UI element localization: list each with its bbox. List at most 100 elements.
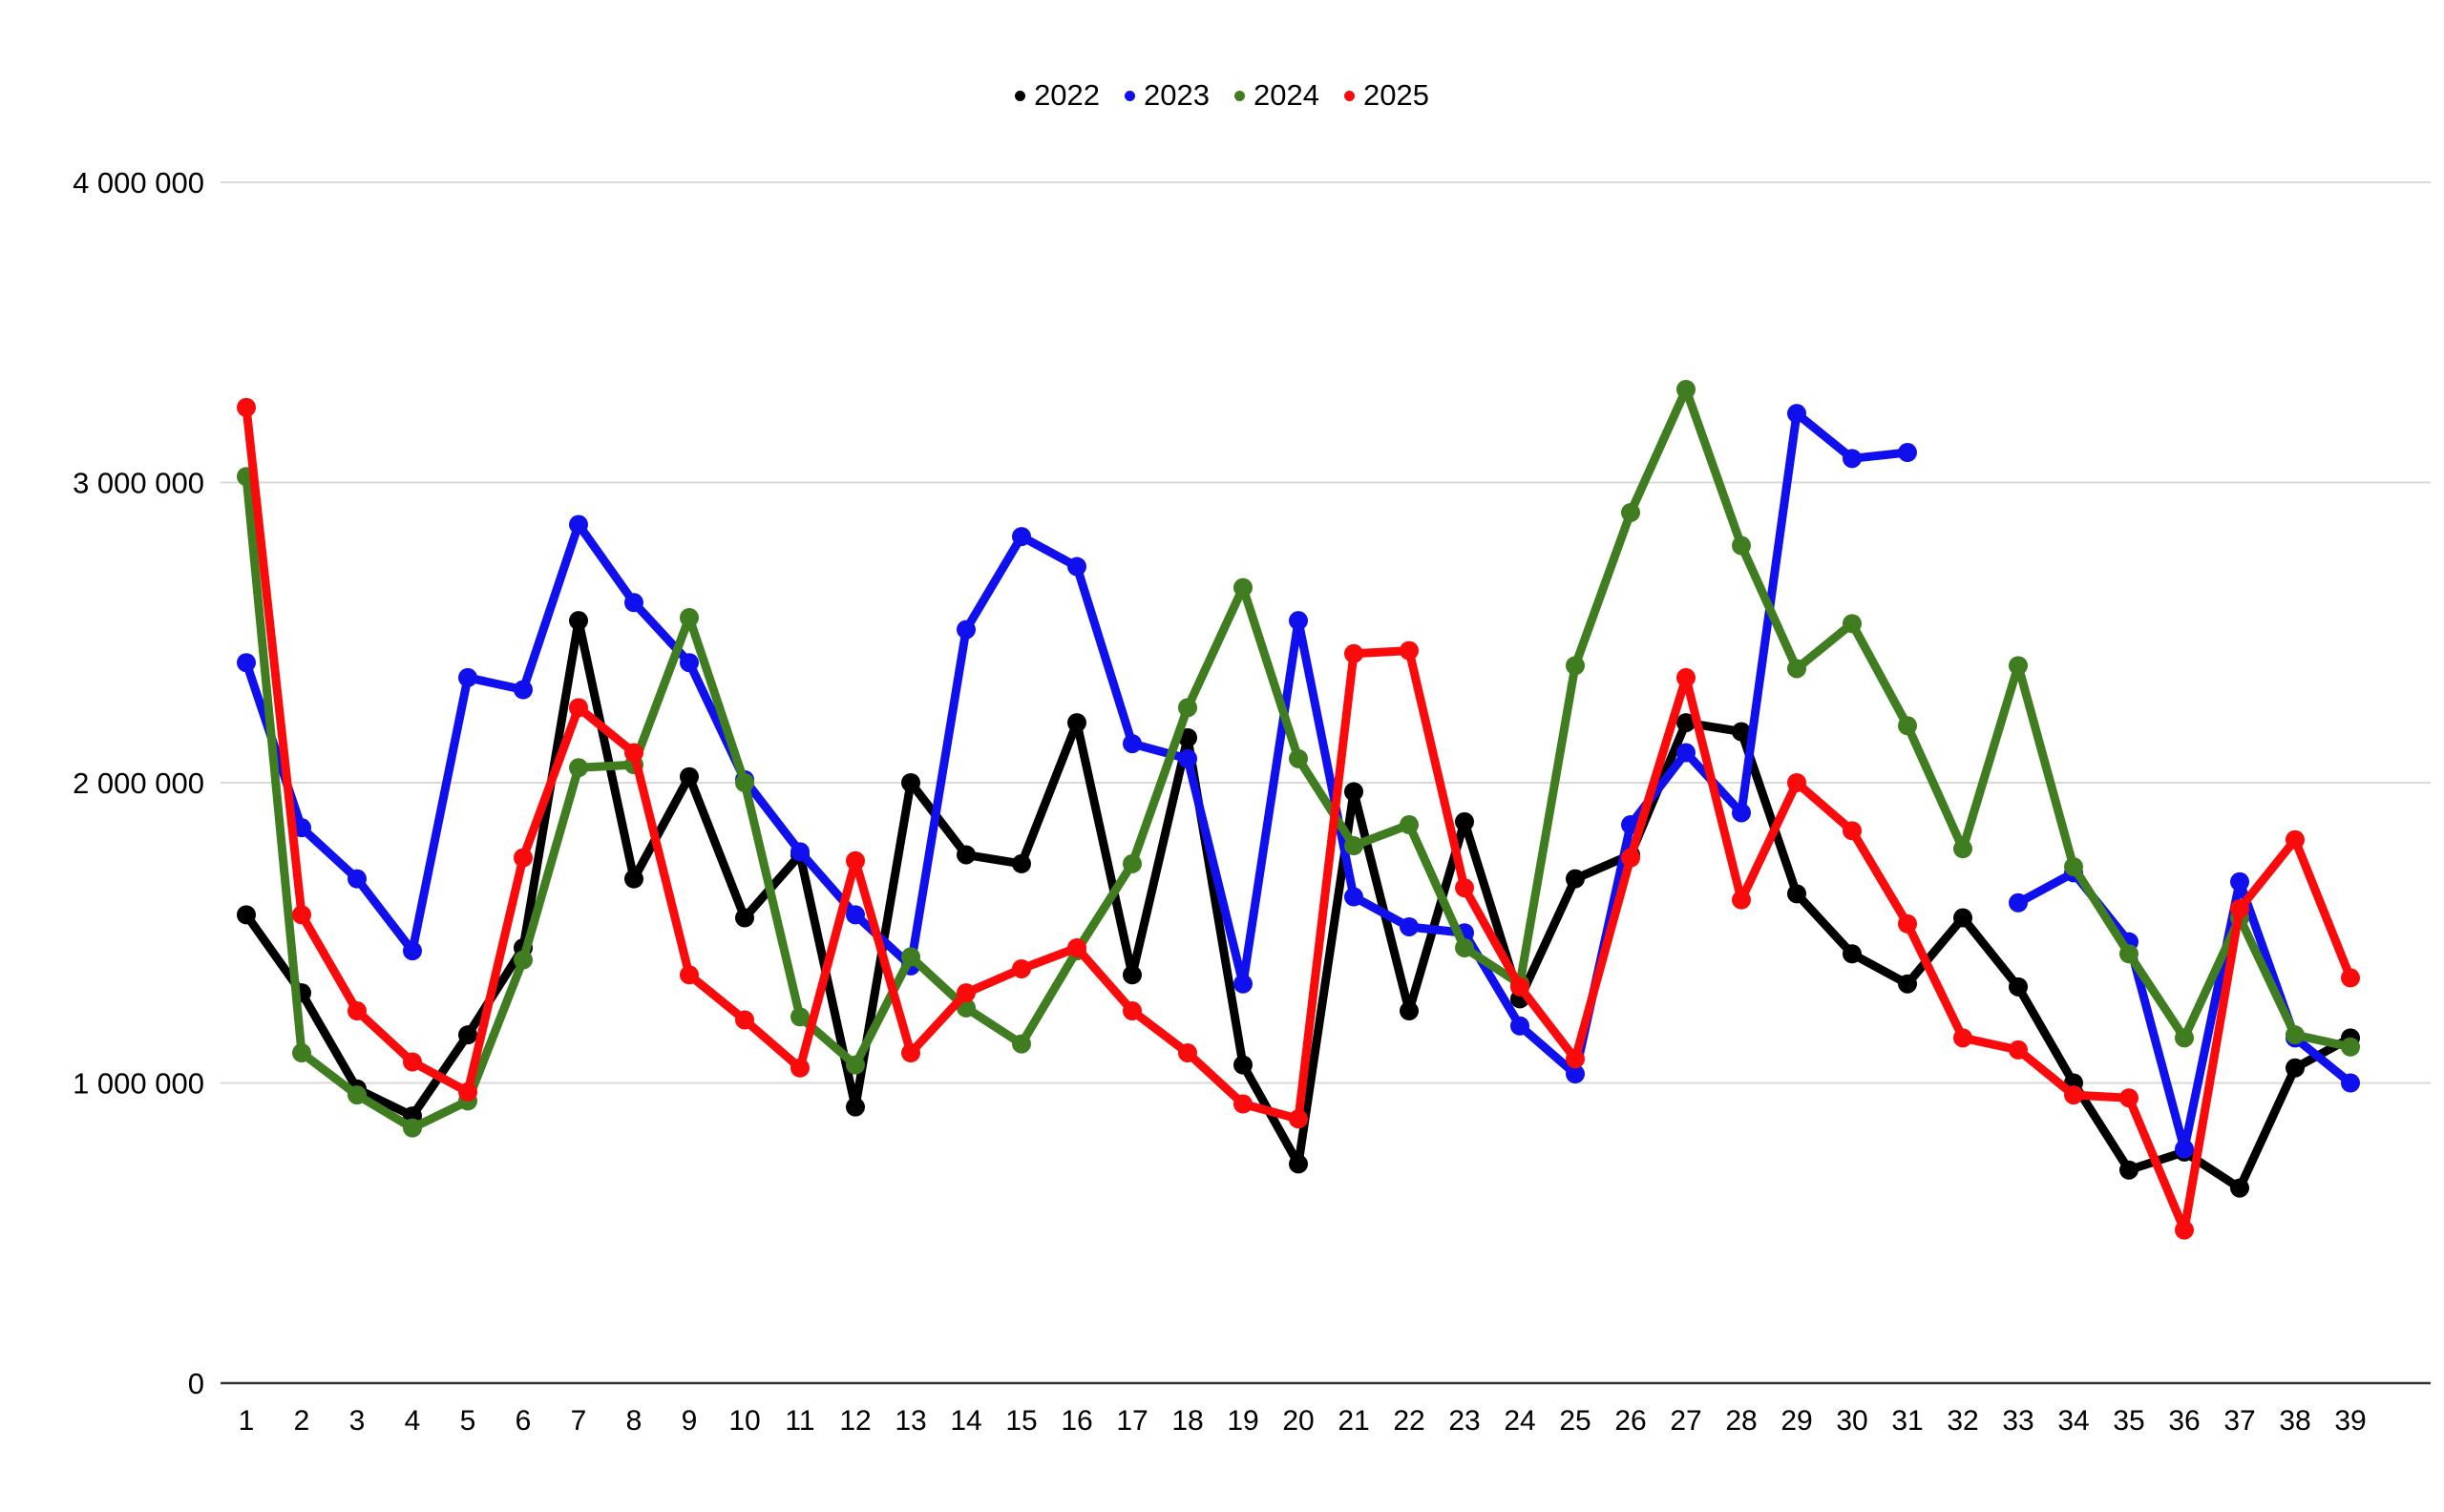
series-2025-point-week-27[interactable] bbox=[1676, 667, 1696, 687]
series-2024-point-week-39[interactable] bbox=[2341, 1037, 2360, 1057]
series-2022-point-week-32[interactable] bbox=[1953, 908, 1972, 928]
series-2025-point-week-32[interactable] bbox=[1953, 1028, 1972, 1048]
series-2025-point-week-18[interactable] bbox=[1178, 1043, 1197, 1063]
series-2022-point-week-12[interactable] bbox=[846, 1097, 865, 1117]
series-2023-point-week-6[interactable] bbox=[514, 680, 533, 700]
series-2024-point-week-35[interactable] bbox=[2119, 944, 2138, 964]
series-2024-point-week-20[interactable] bbox=[1289, 748, 1308, 768]
series-2023-point-week-27[interactable] bbox=[1676, 743, 1696, 763]
series-2022-point-week-33[interactable] bbox=[2009, 976, 2028, 997]
series-2024-point-week-21[interactable] bbox=[1344, 836, 1363, 856]
series-2025-point-week-36[interactable] bbox=[2175, 1220, 2194, 1240]
series-2024-point-week-18[interactable] bbox=[1178, 698, 1197, 718]
series-2022-point-week-30[interactable] bbox=[1843, 944, 1862, 964]
series-2023-point-week-33[interactable] bbox=[2009, 892, 2028, 913]
series-2025-point-week-38[interactable] bbox=[2286, 830, 2305, 850]
series-2024-point-week-26[interactable] bbox=[1621, 502, 1640, 522]
series-2023-point-week-8[interactable] bbox=[624, 593, 643, 613]
series-2023-point-week-5[interactable] bbox=[458, 667, 477, 687]
series-2024-point-week-15[interactable] bbox=[1012, 1034, 1031, 1054]
series-2022-point-week-19[interactable] bbox=[1233, 1055, 1253, 1075]
series-2022-point-week-5[interactable] bbox=[458, 1025, 477, 1045]
series-2025-point-week-15[interactable] bbox=[1012, 958, 1031, 978]
series-2025-point-week-20[interactable] bbox=[1289, 1109, 1308, 1129]
series-2025-point-week-30[interactable] bbox=[1843, 821, 1862, 841]
series-2025-point-week-39[interactable] bbox=[2341, 968, 2360, 988]
series-2023-point-week-14[interactable] bbox=[957, 620, 976, 640]
series-2024-point-week-11[interactable] bbox=[790, 1007, 810, 1027]
series-2022-point-week-8[interactable] bbox=[624, 869, 643, 889]
series-2023-point-week-15[interactable] bbox=[1012, 527, 1031, 547]
series-2023-point-week-28[interactable] bbox=[1732, 803, 1751, 823]
series-2022-point-week-9[interactable] bbox=[680, 766, 699, 787]
series-2024-point-week-36[interactable] bbox=[2175, 1028, 2194, 1048]
series-2025-point-week-9[interactable] bbox=[680, 965, 699, 985]
series-2022-point-week-16[interactable] bbox=[1067, 713, 1086, 733]
legend-item-2025[interactable]: 2025 bbox=[1343, 78, 1429, 113]
series-2025-point-week-7[interactable] bbox=[569, 698, 588, 718]
series-2024-point-week-32[interactable] bbox=[1953, 839, 1972, 859]
series-2023-point-week-39[interactable] bbox=[2341, 1073, 2360, 1093]
series-2025-point-week-23[interactable] bbox=[1455, 878, 1474, 898]
series-2025-point-week-4[interactable] bbox=[403, 1052, 422, 1072]
series-2025-point-week-24[interactable] bbox=[1510, 976, 1529, 997]
series-2023-point-week-7[interactable] bbox=[569, 514, 588, 535]
series-2025-point-week-11[interactable] bbox=[790, 1058, 810, 1078]
series-2024-point-week-2[interactable] bbox=[292, 1043, 311, 1063]
series-2022-point-week-13[interactable] bbox=[901, 773, 920, 792]
series-2024-point-week-27[interactable] bbox=[1676, 380, 1696, 400]
series-2023-point-week-25[interactable] bbox=[1566, 1064, 1585, 1084]
series-2024-point-week-12[interactable] bbox=[846, 1055, 865, 1075]
series-2022-point-week-22[interactable] bbox=[1400, 1001, 1419, 1021]
series-2023-point-week-17[interactable] bbox=[1123, 734, 1142, 754]
series-2025-point-week-10[interactable] bbox=[735, 1010, 754, 1030]
series-2025-point-week-19[interactable] bbox=[1233, 1094, 1253, 1114]
series-2024-point-week-19[interactable] bbox=[1233, 578, 1253, 598]
series-2022-point-week-25[interactable] bbox=[1566, 869, 1585, 889]
series-2023-line[interactable] bbox=[242, 409, 2355, 1154]
legend-item-2022[interactable]: 2022 bbox=[1015, 78, 1100, 113]
series-2023-point-week-3[interactable] bbox=[348, 869, 367, 889]
series-2024-point-week-28[interactable] bbox=[1732, 536, 1751, 556]
series-2022-point-week-29[interactable] bbox=[1787, 884, 1806, 904]
series-2024-point-week-29[interactable] bbox=[1787, 659, 1806, 679]
series-2025-point-week-22[interactable] bbox=[1400, 640, 1419, 661]
series-2025-point-week-34[interactable] bbox=[2064, 1085, 2083, 1105]
series-2025-point-week-28[interactable] bbox=[1732, 890, 1751, 910]
series-2025-point-week-16[interactable] bbox=[1067, 937, 1086, 957]
series-2025-point-week-31[interactable] bbox=[1898, 914, 1917, 934]
series-2022-point-week-21[interactable] bbox=[1344, 782, 1363, 802]
series-2025-point-week-33[interactable] bbox=[2009, 1040, 2028, 1060]
series-2023-point-week-11[interactable] bbox=[790, 842, 810, 862]
series-2023-point-week-24[interactable] bbox=[1510, 1016, 1529, 1036]
series-2024-point-week-13[interactable] bbox=[901, 947, 920, 967]
series-2024-point-week-30[interactable] bbox=[1843, 614, 1862, 634]
series-2025-point-week-6[interactable] bbox=[514, 848, 533, 868]
legend-item-2023[interactable]: 2023 bbox=[1125, 78, 1210, 113]
series-2022-point-week-23[interactable] bbox=[1455, 811, 1474, 831]
series-2025-point-week-12[interactable] bbox=[846, 850, 865, 871]
series-2025-point-week-1[interactable] bbox=[237, 397, 256, 417]
series-2023-point-week-1[interactable] bbox=[237, 653, 256, 673]
series-2022-point-week-15[interactable] bbox=[1012, 853, 1031, 873]
series-2022-point-week-14[interactable] bbox=[957, 845, 976, 865]
series-2023-point-week-20[interactable] bbox=[1289, 611, 1308, 631]
series-2024-point-week-25[interactable] bbox=[1566, 656, 1585, 676]
series-2023-point-week-36[interactable] bbox=[2175, 1139, 2194, 1159]
series-2024-point-week-31[interactable] bbox=[1898, 716, 1917, 736]
series-2023-point-week-37[interactable] bbox=[2230, 872, 2249, 892]
series-2025-point-week-2[interactable] bbox=[292, 905, 311, 925]
series-2024-point-week-10[interactable] bbox=[735, 773, 754, 792]
series-2023-point-week-30[interactable] bbox=[1843, 449, 1862, 469]
series-2022-point-week-7[interactable] bbox=[569, 611, 588, 631]
series-2024-point-week-38[interactable] bbox=[2286, 1025, 2305, 1045]
series-2022-point-week-20[interactable] bbox=[1289, 1154, 1308, 1174]
series-2025-point-week-14[interactable] bbox=[957, 983, 976, 1003]
series-2023-point-week-29[interactable] bbox=[1787, 404, 1806, 424]
series-2023-point-week-18[interactable] bbox=[1178, 748, 1197, 768]
series-2023-point-week-12[interactable] bbox=[846, 905, 865, 925]
legend-item-2024[interactable]: 2024 bbox=[1234, 78, 1319, 113]
series-2025-point-week-5[interactable] bbox=[458, 1082, 477, 1102]
series-2022-point-week-38[interactable] bbox=[2286, 1058, 2305, 1078]
series-2024-point-week-3[interactable] bbox=[348, 1085, 367, 1105]
